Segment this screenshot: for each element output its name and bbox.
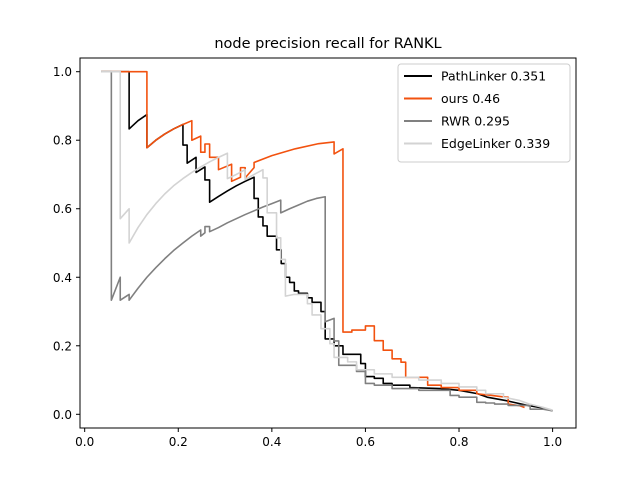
x-tick-label: 0.8 [449, 435, 468, 449]
axes-frame [79, 57, 577, 429]
y-tick-label: 1.0 [53, 65, 72, 79]
x-tick-label: 0.2 [169, 435, 188, 449]
series-layer [101, 70, 553, 412]
y-axis: 0.0 0.2 0.4 0.6 0.8 1.0 [53, 65, 80, 422]
y-tick-label: 0.8 [53, 134, 72, 148]
x-tick-label: 1.0 [543, 435, 562, 449]
legend-label: RWR 0.295 [441, 114, 510, 129]
x-tick-label: 0.0 [75, 435, 94, 449]
legend: PathLinker 0.351 ours 0.46 RWR 0.295 EdgeLi… [397, 63, 571, 163]
legend-label: PathLinker 0.351 [441, 69, 546, 84]
legend-label: ours 0.46 [441, 91, 500, 106]
legend-box [397, 63, 571, 163]
x-axis: 0.0 0.2 0.4 0.6 0.8 1.0 [75, 428, 562, 449]
series-line-4 [101, 70, 553, 411]
chart-title: node precision recall for RANKL [214, 36, 441, 52]
y-tick-label: 0.6 [53, 202, 72, 216]
y-tick-label: 0.0 [53, 408, 72, 422]
y-tick-label: 0.4 [53, 271, 72, 285]
legend-label: EdgeLinker 0.339 [441, 136, 550, 151]
y-tick-label: 0.2 [53, 339, 72, 353]
series-line-1 [101, 70, 553, 412]
series-line-2 [101, 70, 525, 409]
series-line-3 [101, 70, 553, 412]
x-tick-label: 0.6 [356, 435, 375, 449]
x-tick-label: 0.4 [262, 435, 281, 449]
